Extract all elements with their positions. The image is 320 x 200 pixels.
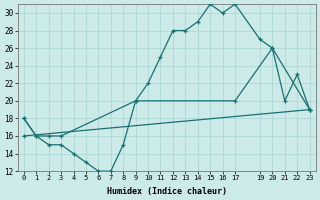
X-axis label: Humidex (Indice chaleur): Humidex (Indice chaleur) bbox=[107, 187, 227, 196]
